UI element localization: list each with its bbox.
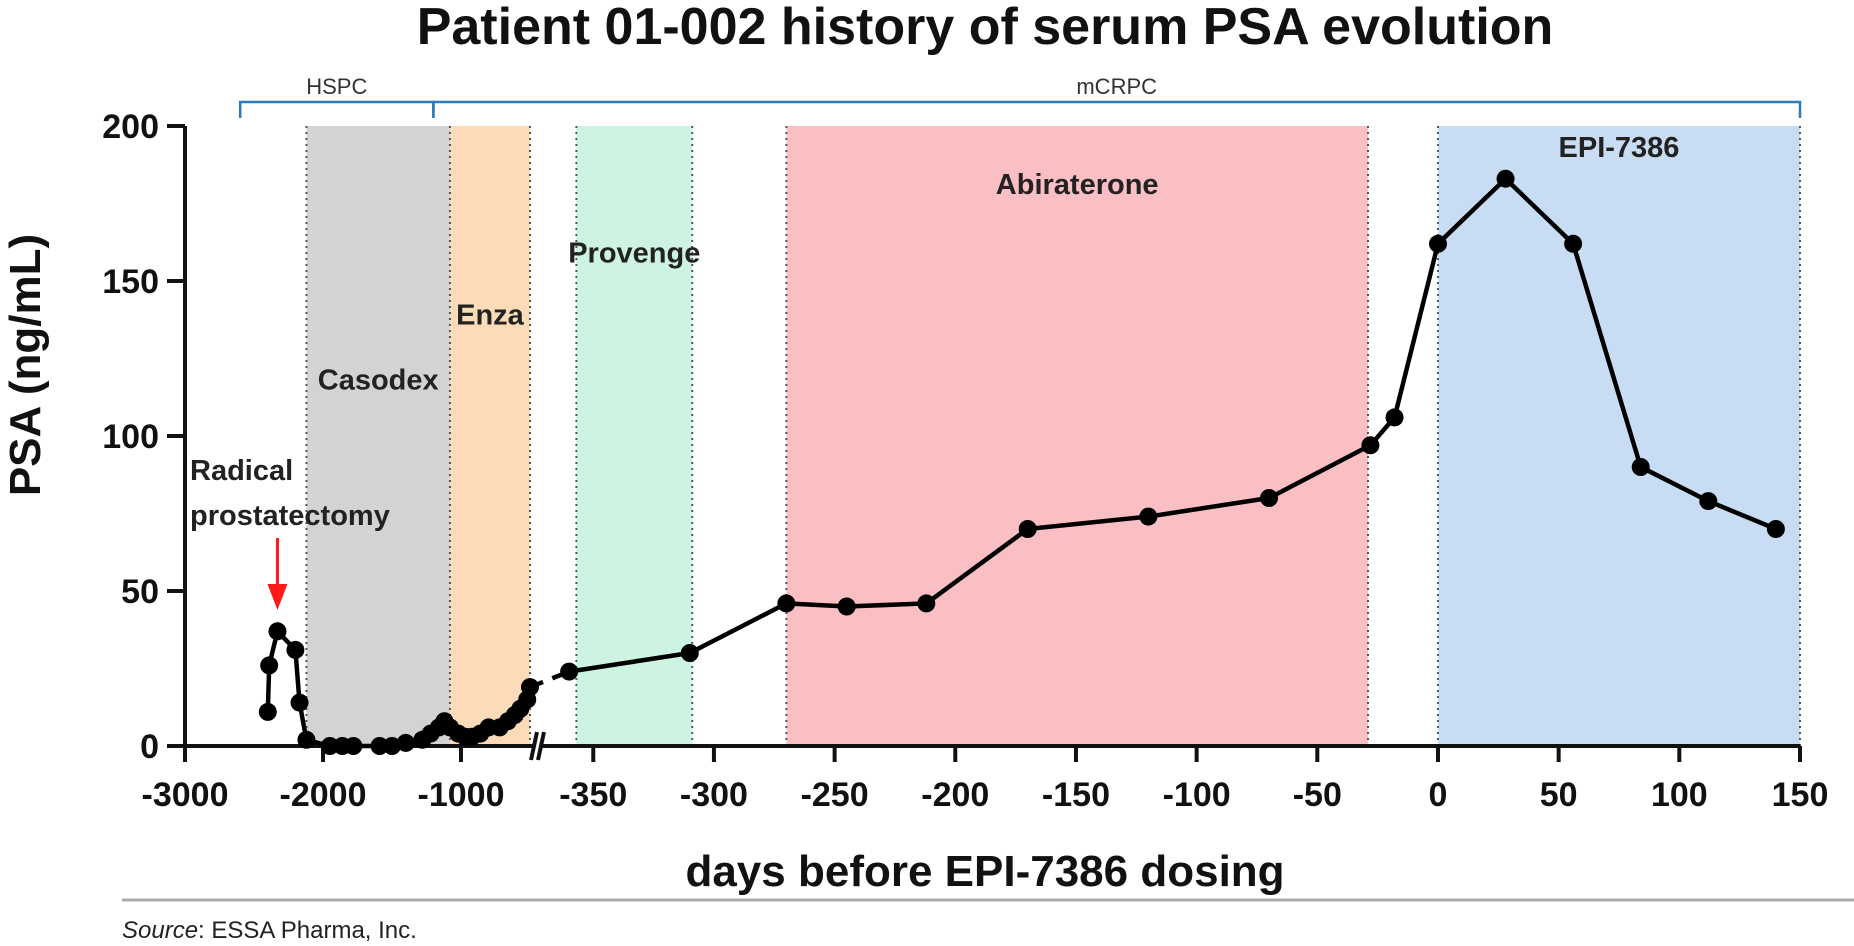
x-tick-label--150: -150 [1042, 776, 1110, 814]
data-point-35 [1260, 489, 1279, 507]
data-point-1 [260, 656, 279, 675]
data-point-2 [268, 622, 287, 641]
x-tick-label--50: -50 [1293, 776, 1342, 814]
bracket-hspc [238, 100, 435, 118]
bracket-label-mcrpc: mCRPC [1076, 74, 1157, 99]
chart-title: Patient 01-002 history of serum PSA evol… [417, 0, 1554, 56]
annotation-arrow-head [267, 584, 288, 610]
phase-label-provenge: Provenge [568, 237, 700, 269]
data-point-34 [1139, 507, 1158, 526]
x-tick-label--2000: -2000 [280, 776, 367, 814]
data-point-42 [1699, 492, 1718, 511]
x-tick-label--250: -250 [801, 776, 869, 814]
x-tick-label-0: 0 [1429, 776, 1448, 814]
phase-band-provenge [576, 126, 693, 746]
phase-label-enza: Enza [456, 299, 525, 331]
phase-band-casodex [306, 126, 450, 746]
y-tick-label-200: 200 [102, 108, 159, 146]
source-text: : ESSA Pharma, Inc. [198, 917, 417, 944]
source-note: Source: ESSA Pharma, Inc. [122, 917, 417, 944]
series-line-0-1 [568, 176, 1777, 674]
annotation-layer: Radical prostatectomy [190, 455, 390, 610]
x-tick-label-50: 50 [1540, 776, 1578, 814]
x-tick-label--3000: -3000 [142, 776, 229, 814]
data-point-6 [320, 737, 339, 755]
x-tick-label-100: 100 [1651, 776, 1708, 814]
disease-state-brackets: HSPC mCRPC [238, 74, 1802, 118]
phase-label-casodex: Casodex [318, 365, 439, 397]
phase-band-epi-7386 [1437, 126, 1800, 746]
annotation-text-line-1: Radical [190, 455, 293, 487]
axis-break-mark-left [529, 731, 539, 761]
data-point-41 [1631, 458, 1650, 476]
data-point-31 [837, 597, 856, 616]
data-point-38 [1428, 234, 1447, 253]
data-point-10 [383, 737, 401, 755]
data-point-32 [917, 594, 936, 613]
data-point-33 [1018, 520, 1037, 538]
psa-series [258, 169, 1785, 755]
data-point-11 [396, 733, 415, 752]
x-axis-label: days before EPI-7386 dosing [685, 847, 1284, 896]
phase-label-abiraterone: Abiraterone [996, 169, 1159, 201]
x-tick-label--100: -100 [1163, 776, 1231, 814]
x-tick-label--350: -350 [559, 776, 627, 814]
annotation-text-line-2: prostatectomy [190, 500, 390, 532]
y-axis-label: PSA (ng/mL) [1, 234, 50, 496]
data-point-5 [297, 730, 316, 749]
data-point-40 [1564, 234, 1583, 253]
x-tick-label--1000: -1000 [418, 776, 505, 814]
x-tick-label--300: -300 [680, 776, 748, 814]
y-tick-label-100: 100 [102, 418, 159, 456]
y-tick-label-150: 150 [102, 263, 159, 301]
phase-band-abiraterone [786, 126, 1368, 746]
axis-break-mark-right [536, 731, 546, 761]
data-point-36 [1361, 436, 1380, 455]
phase-band-enza [449, 126, 530, 746]
y-tick-label-0: 0 [140, 728, 159, 766]
data-point-4 [290, 693, 309, 712]
data-point-27 [521, 678, 539, 697]
data-point-43 [1766, 520, 1785, 538]
source-label: Source [122, 917, 198, 944]
data-point-37 [1385, 408, 1404, 427]
bracket-label-hspc: HSPC [306, 74, 367, 99]
treatment-phase-layer: Casodex Enza Provenge Abiraterone EPI-7386 [305, 126, 1801, 746]
data-point-29 [680, 644, 699, 662]
y-tick-label-50: 50 [121, 573, 159, 611]
data-point-30 [777, 594, 796, 613]
data-point-9 [370, 737, 389, 755]
data-point-28 [560, 662, 579, 681]
phase-label-epi-7386: EPI-7386 [1559, 132, 1680, 164]
data-point-39 [1496, 169, 1515, 188]
data-point-3 [286, 640, 305, 659]
bracket-mcrpc [432, 100, 1802, 118]
data-point-8 [344, 737, 363, 755]
x-tick-label-150: 150 [1772, 776, 1829, 814]
data-point-0 [258, 702, 277, 721]
x-tick-label--200: -200 [921, 776, 989, 814]
